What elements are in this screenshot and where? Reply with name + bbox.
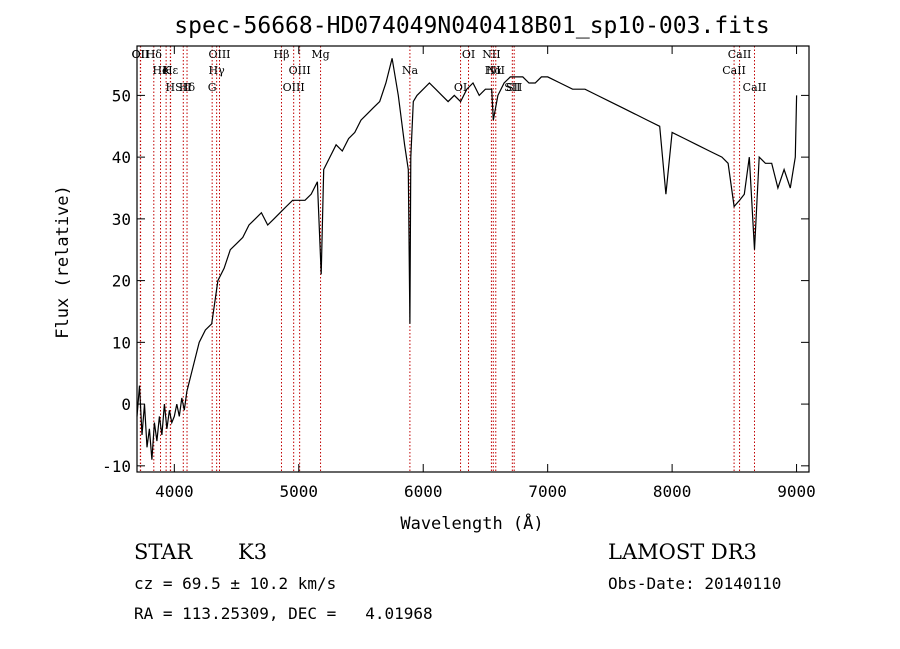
line-marker-label: SII <box>506 81 522 94</box>
line-marker-label: CaII <box>743 81 767 94</box>
spectral-line-markers <box>139 46 755 472</box>
y-tick-label: 40 <box>112 148 131 167</box>
spectrum-line <box>136 58 798 460</box>
line-marker-label: G <box>208 81 217 94</box>
observation-date: Obs-Date: 20140110 <box>608 574 782 593</box>
y-axis: -10 0 10 20 30 40 50 <box>102 86 809 476</box>
line-marker-label: OII <box>132 48 150 61</box>
x-tick-label: 5000 <box>280 482 319 501</box>
line-marker-label: Na <box>402 64 419 77</box>
x-tick-label: 4000 <box>155 482 194 501</box>
object-class: STAR <box>134 540 193 564</box>
line-marker-label: OII <box>132 48 150 61</box>
survey-name: LAMOST DR3 <box>608 540 757 564</box>
line-marker-label: Hδ <box>179 81 196 94</box>
redshift-velocity: cz = 69.5 ± 10.2 km/s <box>134 574 337 593</box>
line-marker-label: OIII <box>208 48 230 61</box>
y-axis-label: Flux (relative) <box>53 185 73 339</box>
line-marker-label: H <box>166 81 176 94</box>
line-marker-label: Hδ <box>146 48 163 61</box>
object-subclass: K3 <box>238 540 268 564</box>
line-marker-label: Hε <box>163 64 179 77</box>
line-marker-label: SII <box>175 81 191 94</box>
x-tick-label: 7000 <box>528 482 567 501</box>
y-tick-label: 20 <box>112 272 131 291</box>
x-axis-label: Wavelength (Å) <box>400 512 543 534</box>
spectral-line-labels: HδKHδOIIHeSIIOIIHεHOIIIHγGHβOIIIOIIIMgNa… <box>132 48 767 94</box>
line-marker-label: He <box>152 64 168 77</box>
line-marker-label: K <box>162 64 171 77</box>
line-marker-label: OI <box>462 48 475 61</box>
y-tick-label: -10 <box>102 457 131 476</box>
chart-title: spec-56668-HD074049N040418B01_sp10-003.f… <box>174 13 769 39</box>
line-marker-label: CaII <box>728 48 752 61</box>
line-marker-label: Hβ <box>274 48 290 61</box>
line-marker-label: NII <box>482 48 500 61</box>
line-marker-label: OI <box>454 81 467 94</box>
plot-frame <box>136 45 810 473</box>
y-tick-label: 10 <box>112 333 131 352</box>
line-marker-label: SII <box>504 81 520 94</box>
y-tick-label: 30 <box>112 210 131 229</box>
line-marker-label: CaII <box>722 64 746 77</box>
line-marker-label: NII <box>487 64 505 77</box>
line-marker-label: OIII <box>289 64 311 77</box>
x-tick-label: 8000 <box>653 482 692 501</box>
y-tick-label: 50 <box>112 86 131 105</box>
line-marker-label: Mg <box>311 48 329 61</box>
ra-dec-coordinates: RA = 113.25309, DEC = 4.01968 <box>134 604 433 623</box>
x-axis: 4000 5000 6000 7000 8000 9000 <box>155 46 816 501</box>
x-tick-label: 9000 <box>777 482 816 501</box>
line-marker-label: Hγ <box>209 64 226 77</box>
y-tick-label: 0 <box>121 395 131 414</box>
line-marker-label: Hα <box>485 64 503 77</box>
line-marker-label: OIII <box>283 81 305 94</box>
x-tick-label: 6000 <box>404 482 443 501</box>
